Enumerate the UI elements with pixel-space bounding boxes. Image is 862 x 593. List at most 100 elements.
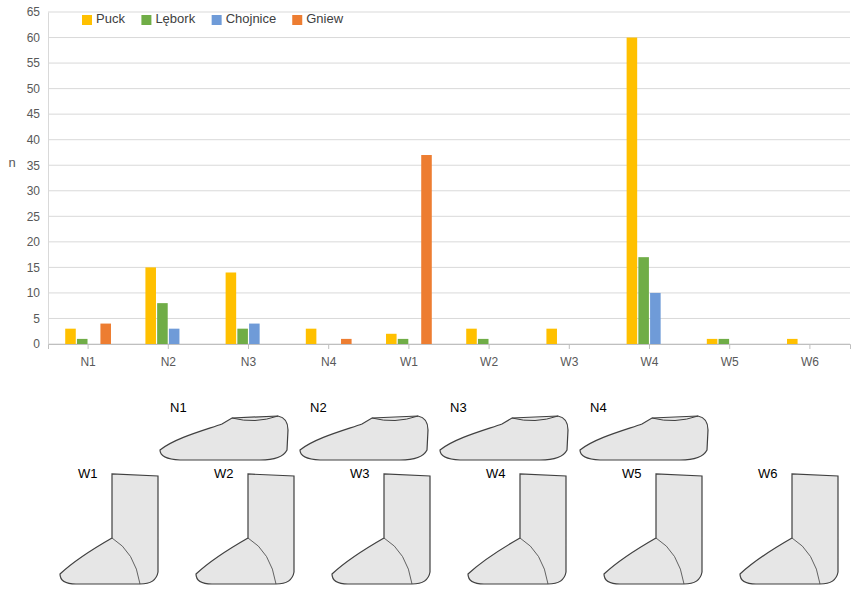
bar [421,155,432,344]
y-tick-label: 60 [27,31,41,45]
x-tick-mark [809,344,810,349]
bar [181,344,192,345]
boot-label: W1 [78,466,98,481]
x-tick-mark [248,344,249,349]
x-tick-mark [489,344,490,349]
bar [558,344,569,345]
x-tick-label: W3 [560,355,578,369]
x-tick-label: N3 [241,355,257,369]
bar [409,344,420,345]
bar [822,344,833,345]
boot-outline [60,474,158,584]
grid-line [48,37,850,38]
bar [707,339,718,344]
bar [145,267,156,344]
shoe-detail [652,416,698,421]
x-tick: N3 [241,344,257,369]
grid-line [48,292,850,293]
boot-outline [468,474,566,584]
y-tick: 20 [27,235,48,249]
bar [398,339,409,344]
grid [48,12,850,344]
y-axis: 05101520253035404550556065 [27,5,49,351]
shoe-label: N4 [590,400,607,415]
shoe: N2 [300,400,428,460]
y-axis-line [48,13,49,345]
y-tick-label: 50 [27,82,41,96]
y-tick: 10 [27,286,48,300]
bar [261,344,272,345]
boot: W6 [740,466,838,584]
bar [306,329,317,344]
illustrations: N1N2N3N4W1W2W3W4W5W6 [60,400,838,584]
boot-label: W6 [758,466,778,481]
boot: W3 [332,466,430,584]
legend-label: Puck [96,11,125,26]
boot: W1 [60,466,158,584]
y-tick: 60 [27,31,48,45]
y-tick: 65 [27,5,48,19]
x-tick-mark [328,344,329,349]
x-tick: N4 [321,344,337,369]
x-tick: W2 [480,344,498,369]
boot-outline [332,474,430,584]
bar [638,257,649,344]
bar [341,339,352,344]
x-axis: N1N2N3N4W1W2W3W4W5W6 [49,344,851,369]
boot-outline [740,474,838,584]
x-tick: W5 [721,344,739,369]
bar [169,329,180,344]
grid-line [48,190,850,191]
x-tick-mark [649,344,650,349]
x-tick: W1 [400,344,418,369]
shoe-outline [440,416,568,460]
grid-line [48,216,850,217]
x-tick: N2 [161,344,177,369]
x-tick: N1 [80,344,96,369]
shoe: N3 [440,400,568,460]
grid-line [48,165,850,166]
grid-line [48,241,850,242]
y-tick-label: 5 [33,312,40,326]
boot: W5 [604,466,702,584]
boot-label: W4 [486,466,506,481]
grid-line [48,318,850,319]
bar [386,334,397,344]
shoe: N4 [580,400,708,460]
x-tick-label: N2 [161,355,177,369]
boot-outline [604,474,702,584]
shoe-outline [300,416,428,460]
bar [582,344,593,345]
grid-line [48,114,850,115]
bar [89,344,100,345]
shoe-detail [232,416,278,421]
bar [157,303,168,344]
legend-item: Gniew [292,11,343,26]
bar [627,38,638,344]
boot-detail [384,538,412,584]
legend-swatch [212,15,222,25]
bar [787,339,798,344]
bar [719,339,730,344]
bar [730,344,741,345]
y-tick: 25 [27,210,48,224]
legend-swatch [141,15,151,25]
boot-label: W3 [350,466,370,481]
bars [65,38,797,344]
shoe-label: N3 [450,400,467,415]
y-tick: 35 [27,159,48,173]
shoe-detail [372,416,418,421]
bar [237,329,248,344]
y-tick: 5 [33,312,48,326]
bar [546,329,557,344]
boot-label: W2 [214,466,234,481]
legend-item: Chojnice [212,11,277,26]
y-tick: 30 [27,184,48,198]
bar [329,344,340,345]
y-tick-label: 55 [27,56,41,70]
boot-detail [656,538,684,584]
y-tick-label: 30 [27,184,41,198]
x-tick-label: W5 [721,355,739,369]
boot-label: W5 [622,466,642,481]
legend-label: Lębork [155,11,195,26]
